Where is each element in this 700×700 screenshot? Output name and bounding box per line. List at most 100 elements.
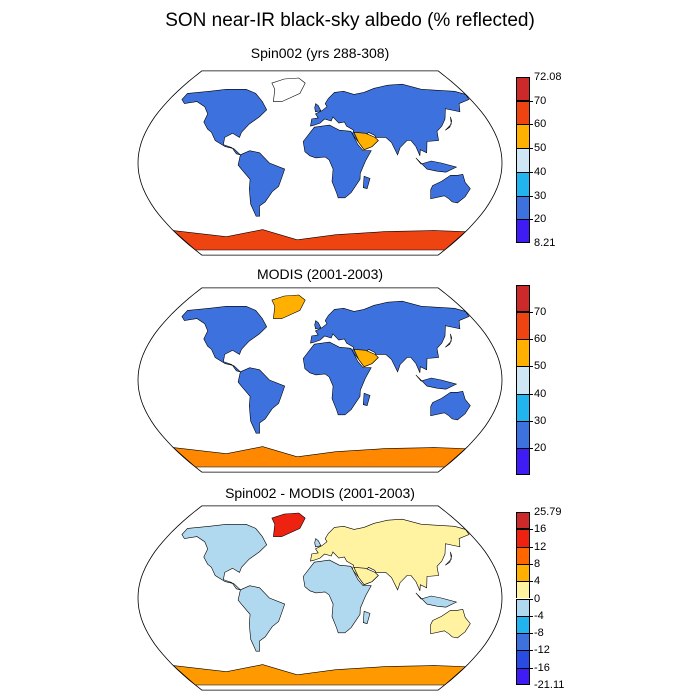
colorbar-label: 60	[534, 118, 547, 131]
colorbar-swatch	[516, 447, 530, 475]
map-modis	[137, 287, 503, 473]
colorbar-label: 50	[534, 142, 547, 155]
colorbar-swatch	[516, 366, 530, 394]
colorbar-swatch	[516, 339, 530, 367]
landmass-africa	[302, 341, 372, 416]
colorbar-swatch	[516, 650, 530, 668]
landmass-africa	[302, 559, 372, 634]
colorbar-tick	[530, 529, 533, 531]
colorbar-swatch	[516, 420, 530, 448]
colorbar-label: 50	[534, 360, 547, 373]
landmass-indonesia	[415, 157, 458, 173]
colorbar-label: 12	[534, 540, 547, 553]
colorbar-tick	[530, 633, 533, 635]
colorbar-swatch	[516, 633, 530, 651]
colorbar-swatch	[516, 100, 530, 125]
colorbar-swatch	[516, 512, 530, 530]
landmass-samerica	[237, 585, 286, 652]
colorbar-tick	[530, 420, 533, 422]
landmass-madagascar	[362, 175, 371, 189]
colorbar-tick	[530, 366, 533, 368]
colorbar-tick	[530, 312, 533, 314]
landmass-madagascar	[362, 610, 371, 624]
map-border	[137, 70, 503, 256]
landmass-namerica	[181, 89, 268, 156]
landmass-samerica	[237, 367, 286, 434]
landmass-antarctica	[172, 229, 467, 251]
map-border	[137, 287, 503, 473]
landmass-uk	[314, 320, 322, 330]
landmass-greenland	[271, 512, 306, 537]
colorbar-label: 8.21	[534, 237, 556, 249]
colorbar-label: 16	[534, 523, 547, 536]
colorbar-tick	[530, 219, 533, 221]
colorbar-difference	[516, 512, 530, 685]
landmass-uk	[314, 103, 322, 113]
colorbar-swatch	[516, 171, 530, 196]
landmass-australia	[430, 608, 471, 639]
colorbar-tick	[530, 195, 533, 197]
landmass-arabia	[353, 348, 379, 368]
colorbar-swatch	[516, 77, 530, 101]
landmass-namerica	[181, 524, 268, 591]
landmass-madagascar	[362, 392, 371, 406]
colorbar-tick	[530, 447, 533, 449]
colorbar-label: -4	[534, 609, 544, 622]
colorbar-label: 20	[534, 441, 547, 454]
colorbar-tick	[530, 598, 533, 600]
landmass-japan	[445, 333, 453, 348]
colorbar-tick	[530, 563, 533, 565]
landmass-japan	[445, 551, 453, 566]
colorbar-tick	[530, 100, 533, 102]
landmass-greenland	[271, 294, 306, 319]
landmass-antarctica	[172, 664, 467, 686]
colorbar-swatch	[516, 667, 530, 685]
colorbar-tick	[530, 124, 533, 126]
colorbar-swatch	[516, 285, 530, 313]
colorbar-swatch	[516, 563, 530, 582]
landmass-africa	[302, 124, 372, 199]
colorbar-swatch	[516, 148, 530, 172]
colorbar-swatch	[516, 598, 530, 616]
colorbar-label: 40	[534, 165, 547, 178]
landmass-japan	[445, 116, 453, 131]
colorbar-label: 60	[534, 333, 547, 346]
landmass-arabia	[353, 131, 379, 151]
panel-title-modis: MODIS (2001-2003)	[256, 266, 384, 282]
colorbar-swatch	[516, 546, 530, 564]
landmass-antarctica	[172, 446, 467, 468]
landmass-indonesia	[415, 592, 458, 608]
colorbar-label: 4	[534, 575, 541, 588]
colorbar-swatch	[516, 312, 530, 340]
map-difference	[137, 505, 503, 691]
colorbar-spin002	[516, 77, 530, 243]
colorbar-tick	[530, 393, 533, 395]
colorbar-modis	[516, 285, 530, 475]
colorbar-tick	[530, 667, 533, 669]
colorbar-tick	[530, 615, 533, 617]
map-spin002	[137, 70, 503, 256]
colorbar-label: 0	[534, 592, 541, 605]
colorbar-swatch	[516, 219, 530, 243]
landmass-greenland	[271, 77, 306, 102]
landmass-australia	[430, 390, 471, 421]
landmass-indonesia	[415, 374, 458, 390]
colorbar-swatch	[516, 581, 530, 599]
colorbar-label: 25.79	[534, 506, 562, 518]
landmass-eurasia	[310, 300, 470, 373]
landmass-uk	[314, 538, 322, 548]
colorbar-label: -16	[534, 661, 550, 674]
colorbar-label: -21.11	[534, 679, 565, 691]
colorbar-tick	[530, 171, 533, 173]
colorbar-label: 40	[534, 387, 547, 400]
colorbar-swatch	[516, 529, 530, 547]
colorbar-label: -8	[534, 627, 544, 640]
colorbar-tick	[530, 650, 533, 652]
colorbar-label: 70	[534, 94, 547, 107]
landmass-namerica	[181, 306, 268, 373]
colorbar-swatch	[516, 393, 530, 421]
colorbar-label: 30	[534, 414, 547, 427]
landmass-eurasia	[310, 83, 470, 156]
colorbar-tick	[530, 581, 533, 583]
figure-title: SON near-IR black-sky albedo (% reflecte…	[165, 10, 535, 31]
